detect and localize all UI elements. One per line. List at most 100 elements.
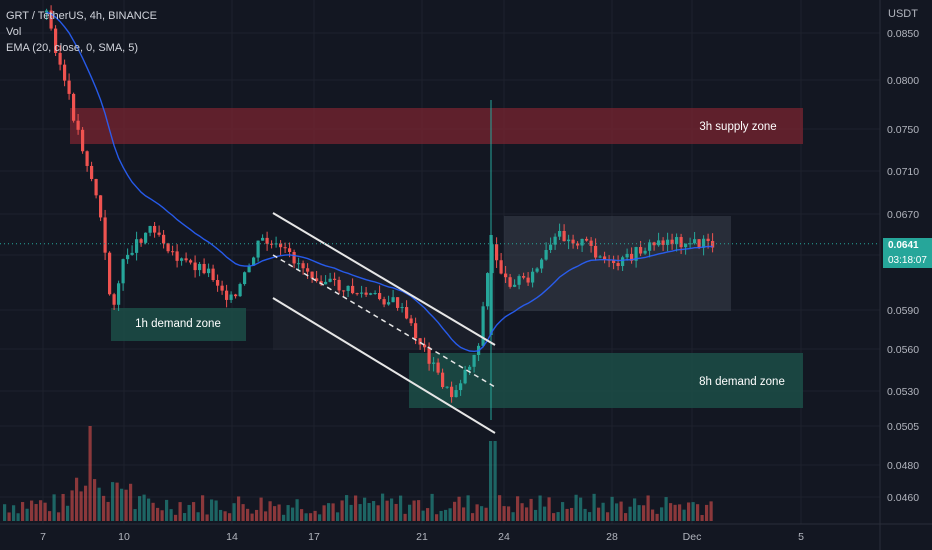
demand-zone-1h [111,308,246,341]
candle-body [522,276,526,278]
volume-bar [606,512,610,521]
volume-bar [196,512,200,521]
candle-body [445,386,449,388]
candle-body [261,237,265,241]
time-tick-label: Dec [683,531,702,543]
volume-bar [223,511,227,521]
volume-bar [331,503,335,521]
candle-body [553,236,557,245]
candle-body [634,247,638,261]
volume-bar [390,498,394,521]
price-tick-label: 0.0460 [887,492,919,504]
volume-bar [214,500,218,521]
volume-bar [687,502,691,521]
candle-body [567,239,571,242]
volume-bar [655,513,659,521]
volume-bar [511,512,515,521]
volume-bar [435,514,439,521]
candle-body [454,390,458,398]
candle-body [603,256,607,260]
candle-body [333,278,337,280]
volume-bar [700,514,704,521]
candle-body [517,276,521,285]
candle-body [450,386,454,398]
volume-bar [313,510,317,521]
candle-body [49,10,53,29]
candle-body [153,225,157,233]
volume-bar [498,495,502,521]
candle-body [346,285,350,291]
volume-bar [426,508,430,521]
price-tick-label: 0.0560 [887,344,919,356]
candle-body [306,268,310,272]
volume-bar [97,487,101,521]
volume-bar [448,508,452,521]
volume-bar [232,503,236,521]
volume-bar [120,488,124,521]
volume-bar [502,506,506,521]
volume-bar [115,482,119,521]
volume-bar [160,510,164,521]
candle-body [621,257,625,267]
candle-body [229,294,233,300]
candle-body [144,232,148,243]
candle-body [630,253,634,261]
volume-bar [30,500,34,521]
candle-body [108,252,112,295]
volume-bar [534,509,538,521]
volume-bar [624,513,628,521]
candle-body [558,230,562,237]
volume-bar [516,496,520,521]
candle-body [666,239,670,245]
candle-body [328,278,332,282]
time-tick-label: 7 [40,531,46,543]
candle-body [139,239,143,243]
candle-body [481,306,485,346]
volume-bar [601,502,605,521]
ema-indicator-label[interactable]: EMA (20, close, 0, SMA, 5) [6,42,139,54]
candle-body [99,195,103,218]
candle-body [670,239,674,245]
volume-bar [493,441,497,521]
volume-bar [147,498,151,521]
symbol-title[interactable]: GRT / TetherUS, 4h, BINANCE [6,10,158,22]
candle-body [81,129,85,152]
candle-body [94,178,98,196]
demand-1h-label: 1h demand zone [135,318,221,330]
volume-bar [565,508,569,521]
volume-bar [286,505,290,521]
candle-body [184,258,188,261]
volume-indicator-label[interactable]: Vol [6,26,22,38]
volume-bars [3,426,713,521]
candle-body [175,251,179,261]
volume-bar [192,502,196,521]
volume-bar [205,514,209,521]
candle-body [45,10,49,13]
volume-bar [336,512,340,521]
candle-body [702,238,706,248]
candle-body [337,279,341,291]
candle-body [207,268,211,274]
volume-bar [696,504,700,521]
volume-bar [34,504,38,521]
candle-body [288,248,292,253]
candle-body [391,297,395,303]
volume-bar [403,513,407,521]
volume-bar [570,507,574,521]
candle-body [117,283,121,305]
volume-bar [574,494,578,521]
candle-body [427,347,431,364]
candle-body [576,243,580,246]
candles [45,5,715,420]
volume-bar [264,511,268,521]
candle-spike-body [489,235,493,335]
candle-body [148,225,152,233]
volume-bar [358,504,362,521]
candle-body [211,268,215,281]
candle-body [540,259,544,269]
volume-bar [291,507,295,521]
volume-bar [439,510,443,521]
volume-bar [138,496,142,521]
